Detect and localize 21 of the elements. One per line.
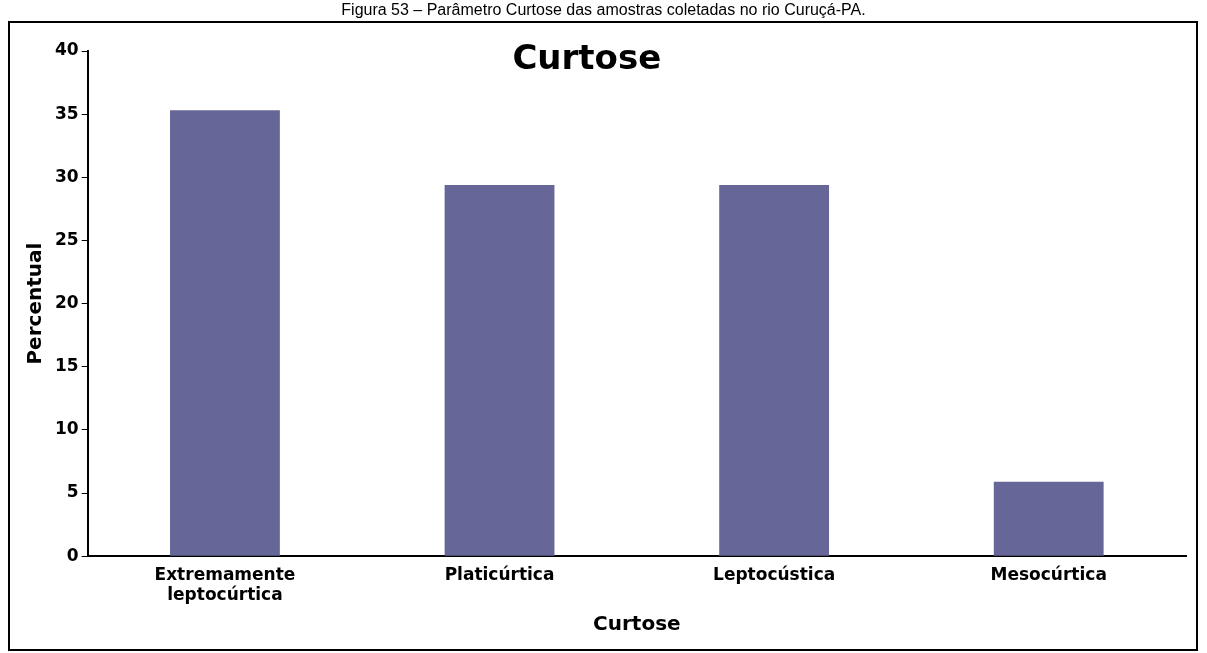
y-tick-label: 30 bbox=[54, 165, 79, 186]
y-tick-label: 15 bbox=[54, 355, 79, 376]
bar bbox=[719, 184, 830, 556]
x-tick-label: Extremamente leptocúrtica bbox=[154, 563, 296, 605]
y-tick-label: 20 bbox=[54, 292, 79, 313]
bar bbox=[170, 110, 280, 556]
bar bbox=[444, 184, 555, 556]
x-tick-label: Platicúrtica bbox=[444, 563, 555, 584]
y-tick-label: 35 bbox=[54, 102, 79, 123]
y-axis-title: Percentual bbox=[22, 242, 47, 365]
x-tick-label: Mesocúrtica bbox=[990, 563, 1107, 584]
x-axis-title: Curtose bbox=[593, 611, 681, 636]
y-tick-label: 25 bbox=[54, 228, 79, 249]
y-tick-label: 10 bbox=[54, 418, 79, 439]
y-tick-label: 0 bbox=[66, 544, 79, 565]
bar bbox=[993, 481, 1104, 556]
y-tick-label: 5 bbox=[66, 481, 79, 502]
text: Figura 53 – Parâmetro Curtose das amostras coletadas no rio Curuçá-PA. bbox=[340, 1, 867, 19]
x-tick-label: Leptocústica bbox=[713, 563, 836, 584]
y-tick-label: 40 bbox=[54, 39, 79, 60]
chart-title: Curtose bbox=[512, 36, 662, 77]
